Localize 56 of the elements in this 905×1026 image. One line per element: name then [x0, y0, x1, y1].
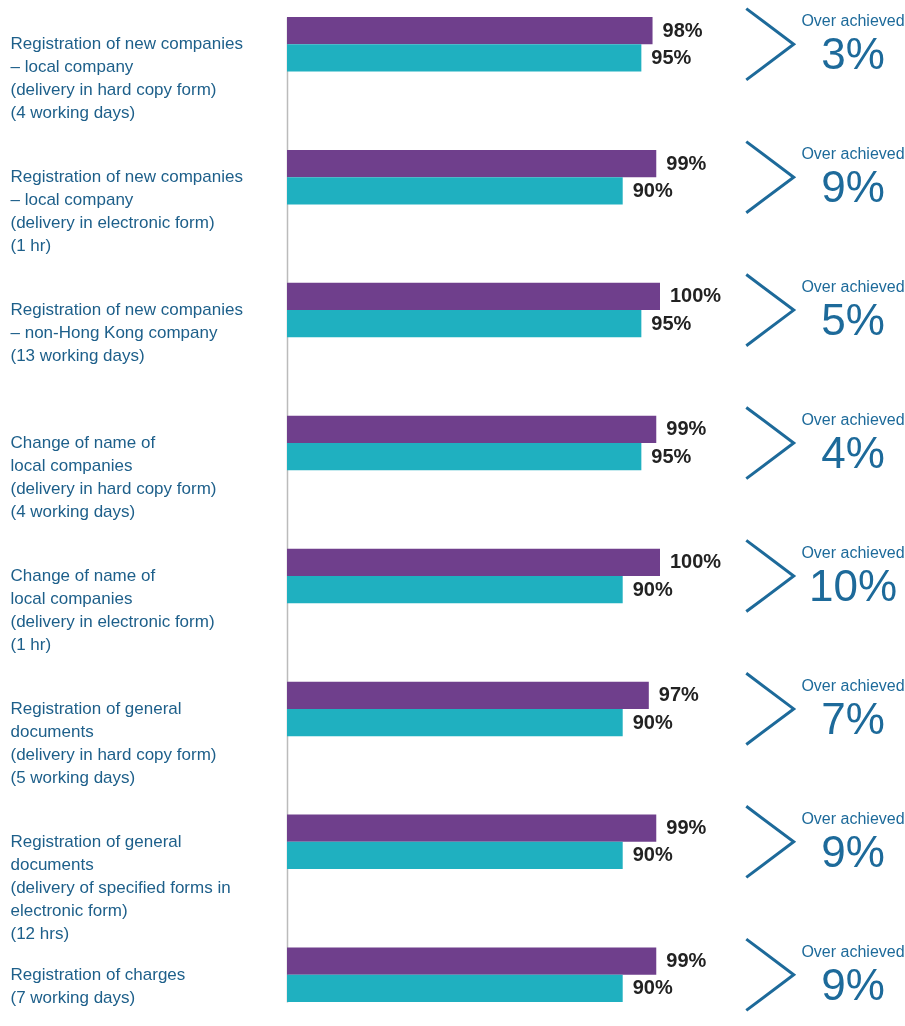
text: Over achieved [801, 278, 905, 296]
text: 10% [808, 560, 898, 610]
bar [287, 681, 649, 709]
text: Over achieved [801, 942, 905, 960]
bar [287, 415, 657, 444]
bar [287, 814, 657, 842]
y-tick-label: Registration of charges (7 working days) [10, 964, 186, 1007]
text: Over achieved [801, 809, 905, 827]
bar [287, 310, 642, 338]
text: 3% [821, 29, 885, 79]
data-label: 99% [666, 151, 707, 174]
bar [287, 841, 623, 870]
data-label: 98% [662, 18, 703, 41]
text: Over achieved [801, 12, 905, 30]
data-label: 99% [666, 816, 707, 839]
data-label: 95% [651, 311, 692, 334]
text: 9% [821, 162, 885, 212]
y-tick-label: Change of name of local companies (delivery in electronic form) (1 hr) [10, 565, 215, 654]
data-label: 90% [632, 976, 673, 999]
bar [287, 177, 623, 205]
data-label: 90% [632, 178, 673, 201]
bar [287, 282, 660, 311]
text: 7% [821, 693, 885, 743]
data-label: 95% [651, 45, 692, 68]
bar [287, 17, 653, 45]
data-label: 97% [658, 683, 700, 706]
bar [287, 947, 657, 975]
y-tick-label: Registration of general documents (delivery of specified forms in electronic form) (12 hrs) [10, 831, 231, 943]
text: Over achieved [801, 145, 905, 163]
data-label: 99% [666, 949, 707, 972]
text: Over achieved [801, 411, 905, 429]
data-label: 99% [666, 417, 707, 440]
data-label: 90% [632, 710, 673, 733]
data-label: 100% [670, 284, 722, 307]
text: Over achieved [801, 676, 905, 694]
data-label: 90% [632, 577, 673, 600]
text: 9% [821, 959, 885, 1009]
y-tick-label: Registration of new companies – local company (delivery in electronic form) (1 hr) [10, 167, 243, 256]
text: 4% [821, 428, 885, 478]
bar [287, 548, 660, 576]
data-label: 90% [632, 843, 673, 866]
y-tick-label: Registration of general documents (delivery in hard copy form) (5 working days) [10, 698, 217, 787]
y-tick-label: Registration of new companies – non-Hong Kong company (13 working days) [10, 300, 243, 366]
y-tick-label: Registration of new companies – local company (delivery in hard copy form) (4 working days) [10, 34, 243, 123]
bar [287, 44, 642, 72]
text: 5% [821, 295, 885, 345]
bar [287, 443, 642, 471]
data-label: 100% [670, 550, 722, 573]
bar [287, 708, 623, 737]
text: 9% [821, 826, 885, 876]
bar [287, 575, 623, 604]
y-tick-label: Change of name of local companies (delivery in hard copy form) (4 working days) [10, 433, 217, 522]
data-label: 95% [651, 444, 692, 467]
bar [287, 974, 623, 1002]
text: Over achieved [801, 543, 905, 561]
bar [287, 149, 657, 178]
